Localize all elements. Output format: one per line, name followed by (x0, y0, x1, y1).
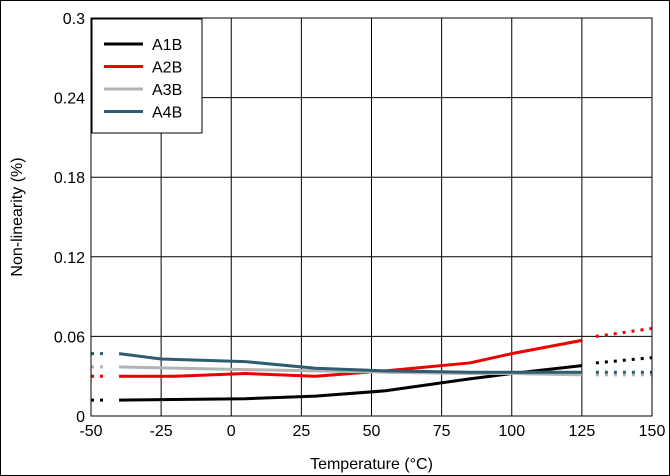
legend-label: A1B (152, 37, 182, 54)
x-tick-label: 0 (227, 423, 236, 440)
x-tick-label: 150 (639, 423, 666, 440)
legend-box (91, 18, 203, 134)
y-tick-label: 0.06 (54, 329, 85, 346)
y-tick-label: 0 (76, 409, 85, 426)
series-line-a4b (118, 352, 582, 374)
y-tick-label: 0.3 (63, 11, 85, 28)
legend-label: A4B (152, 105, 182, 122)
x-tick-label: 100 (498, 423, 525, 440)
series-lines (91, 326, 653, 402)
y-tick-label: 0.24 (54, 91, 85, 108)
x-axis-title: Temperature (°C) (310, 456, 433, 473)
series-dotted-right-a1b (595, 356, 653, 365)
series-line-a2b (119, 338, 583, 378)
x-tick-label: 50 (363, 423, 381, 440)
y-tick-label: 0.18 (54, 170, 85, 187)
y-tick-label: 0.12 (54, 250, 85, 267)
x-tick-label: -25 (150, 423, 173, 440)
plot-border (90, 17, 653, 417)
x-tick-label: 125 (569, 423, 596, 440)
legend-label: A3B (152, 82, 182, 99)
series-dotted-right-a2b (595, 326, 653, 338)
x-tick-label: -50 (79, 423, 102, 440)
y-axis-title: Non-linearity (%) (9, 157, 26, 276)
x-tick-label: 25 (292, 423, 310, 440)
legend: A1B A2B A3B A4B (91, 18, 203, 134)
tick-labels: -50 -25 0 25 50 75 100 125 150 0 0.06 0.12 0.18 0.24 0… (54, 11, 666, 440)
x-tick-label: 75 (433, 423, 451, 440)
legend-label: A2B (152, 60, 182, 77)
